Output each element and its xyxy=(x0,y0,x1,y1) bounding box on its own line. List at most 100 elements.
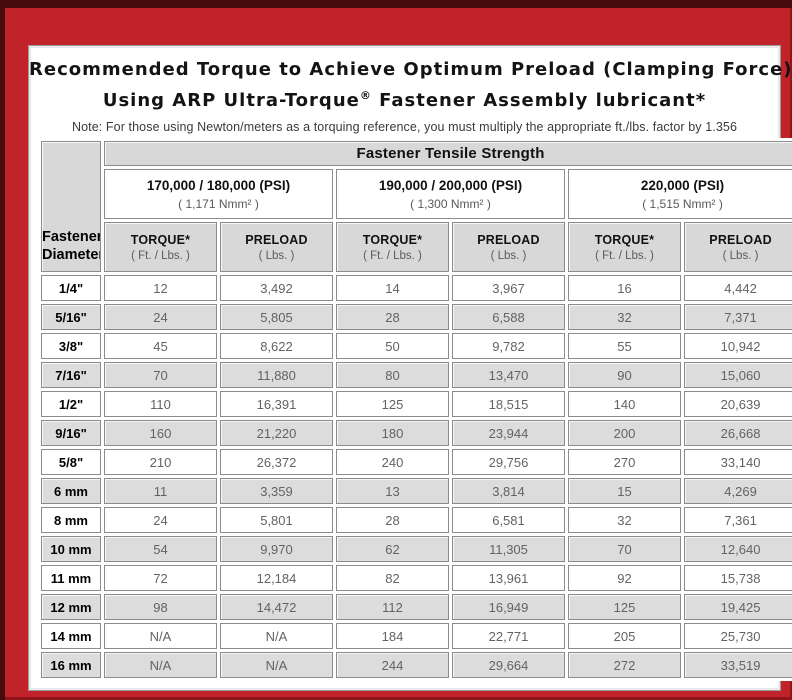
title-line2-pre: Using ARP Ultra-Torque xyxy=(102,90,360,111)
table-row: 1/2" 110 16,391 125 18,515 140 20,639 xyxy=(41,391,792,417)
torque-value-cell: 272 xyxy=(568,652,681,678)
torque-value-cell: 62 xyxy=(336,536,449,562)
torque-value-cell: 92 xyxy=(568,565,681,591)
torque-value-cell: 12 xyxy=(104,275,217,301)
torque-value-cell: 28 xyxy=(336,507,449,533)
torque-value-cell: 240 xyxy=(336,449,449,475)
preload-value-cell: 29,664 xyxy=(452,652,565,678)
preload-value-cell: 16,949 xyxy=(452,594,565,620)
preload-value-cell: 10,942 xyxy=(684,333,792,359)
preload-value-cell: 16,391 xyxy=(220,391,333,417)
preload-value-cell: 26,372 xyxy=(220,449,333,475)
group-header-row: Fastener Diameter Fastener Tensile Stren… xyxy=(41,141,792,272)
torque-table: Fastener Diameter Fastener Tensile Stren… xyxy=(38,138,792,681)
torque-value-cell: 90 xyxy=(568,362,681,388)
column-label: TORQUE* xyxy=(594,232,655,247)
torque-value-cell: 244 xyxy=(336,652,449,678)
preload-value-cell: 9,782 xyxy=(452,333,565,359)
table-row: 5/8" 210 26,372 240 29,756 270 33,140 xyxy=(41,449,792,475)
preload-value-cell: 20,639 xyxy=(684,391,792,417)
torque-value-cell: 55 xyxy=(568,333,681,359)
preload-value-cell: N/A xyxy=(220,623,333,649)
torque-value-cell: 160 xyxy=(104,420,217,446)
torque-value-cell: 98 xyxy=(104,594,217,620)
preload-value-cell: 4,442 xyxy=(684,275,792,301)
psi-label: 170,000 / 180,000 (PSI) xyxy=(146,177,291,193)
diameter-cell: 1/2" xyxy=(41,391,101,417)
table-row: 7/16" 70 11,880 80 13,470 90 15,060 xyxy=(41,362,792,388)
nmm-sublabel: ( 1,300 Nmm² ) xyxy=(410,196,491,211)
psi-header-row: 170,000 / 180,000 (PSI) ( 1,171 Nmm² ) 1… xyxy=(41,169,792,219)
torque-value-cell: 110 xyxy=(104,391,217,417)
preload-value-cell: 3,814 xyxy=(452,478,565,504)
tensile-strength-header: Fastener Tensile Strength xyxy=(104,141,792,166)
column-label: TORQUE* xyxy=(362,232,423,247)
torque-value-cell: 125 xyxy=(568,594,681,620)
torque-value-cell: 80 xyxy=(336,362,449,388)
preload-value-cell: 23,944 xyxy=(452,420,565,446)
column-label: PRELOAD xyxy=(245,232,308,247)
preload-value-cell: 33,140 xyxy=(684,449,792,475)
column-header-torque-3: TORQUE* ( Ft. / Lbs. ) xyxy=(568,222,681,272)
table-row: 9/16" 160 21,220 180 23,944 200 26,668 xyxy=(41,420,792,446)
diameter-cell: 12 mm xyxy=(41,594,101,620)
torque-value-cell: N/A xyxy=(104,623,217,649)
preload-value-cell: 21,220 xyxy=(220,420,333,446)
corner-header-line1: Fastener xyxy=(42,229,101,245)
column-label: PRELOAD xyxy=(477,232,540,247)
preload-value-cell: 3,492 xyxy=(220,275,333,301)
page-title-line2: Using ARP Ultra-Torque® Fastener Assembl… xyxy=(29,83,780,114)
preload-value-cell: 13,470 xyxy=(452,362,565,388)
torque-value-cell: 112 xyxy=(336,594,449,620)
table-body: 1/4" 12 3,492 14 3,967 16 4,442 5/16" 24… xyxy=(41,275,792,678)
column-sublabel: ( Ft. / Lbs. ) xyxy=(595,249,654,262)
page-title-line1: Recommended Torque to Achieve Optimum Pr… xyxy=(29,59,792,80)
column-sublabel: ( Lbs. ) xyxy=(490,249,527,262)
torque-value-cell: 200 xyxy=(568,420,681,446)
torque-value-cell: 28 xyxy=(336,304,449,330)
column-sublabel: ( Lbs. ) xyxy=(258,249,295,262)
diameter-cell: 9/16" xyxy=(41,420,101,446)
preload-value-cell: 3,359 xyxy=(220,478,333,504)
column-header-row: TORQUE* ( Ft. / Lbs. ) PRELOAD ( Lbs. ) … xyxy=(41,222,792,272)
preload-value-cell: 15,060 xyxy=(684,362,792,388)
corner-header-line2: Diameter xyxy=(42,247,101,263)
torque-value-cell: 210 xyxy=(104,449,217,475)
registered-trademark-symbol: ® xyxy=(359,89,372,102)
table-row: 8 mm 24 5,801 28 6,581 32 7,361 xyxy=(41,507,792,533)
preload-value-cell: 14,472 xyxy=(220,594,333,620)
diameter-cell: 3/8" xyxy=(41,333,101,359)
torque-value-cell: 72 xyxy=(104,565,217,591)
diameter-cell: 10 mm xyxy=(41,536,101,562)
torque-value-cell: 13 xyxy=(336,478,449,504)
psi-label: 190,000 / 200,000 (PSI) xyxy=(378,177,523,193)
table-row: 16 mm N/A N/A 244 29,664 272 33,519 xyxy=(41,652,792,678)
diameter-cell: 1/4" xyxy=(41,275,101,301)
column-sublabel: ( Lbs. ) xyxy=(722,249,759,262)
preload-value-cell: 7,371 xyxy=(684,304,792,330)
preload-value-cell: 13,961 xyxy=(452,565,565,591)
column-sublabel: ( Ft. / Lbs. ) xyxy=(131,249,190,262)
title-block: Recommended Torque to Achieve Optimum Pr… xyxy=(29,46,792,114)
psi-header-190-200: 190,000 / 200,000 (PSI) ( 1,300 Nmm² ) xyxy=(336,169,565,219)
preload-value-cell: N/A xyxy=(220,652,333,678)
preload-value-cell: 11,880 xyxy=(220,362,333,388)
preload-value-cell: 8,622 xyxy=(220,333,333,359)
table-row: 6 mm 11 3,359 13 3,814 15 4,269 xyxy=(41,478,792,504)
column-header-preload-1: PRELOAD ( Lbs. ) xyxy=(220,222,333,272)
torque-value-cell: 54 xyxy=(104,536,217,562)
torque-value-cell: 70 xyxy=(104,362,217,388)
torque-value-cell: 15 xyxy=(568,478,681,504)
torque-value-cell: 32 xyxy=(568,507,681,533)
psi-header-220: 220,000 (PSI) ( 1,515 Nmm² ) xyxy=(568,169,792,219)
torque-value-cell: 184 xyxy=(336,623,449,649)
torque-value-cell: 180 xyxy=(336,420,449,446)
torque-value-cell: 14 xyxy=(336,275,449,301)
torque-value-cell: N/A xyxy=(104,652,217,678)
table-row: 14 mm N/A N/A 184 22,771 205 25,730 xyxy=(41,623,792,649)
column-header-preload-3: PRELOAD ( Lbs. ) xyxy=(684,222,792,272)
preload-value-cell: 7,361 xyxy=(684,507,792,533)
preload-value-cell: 5,805 xyxy=(220,304,333,330)
title-line2-post: Fastener Assembly lubricant* xyxy=(371,90,707,111)
